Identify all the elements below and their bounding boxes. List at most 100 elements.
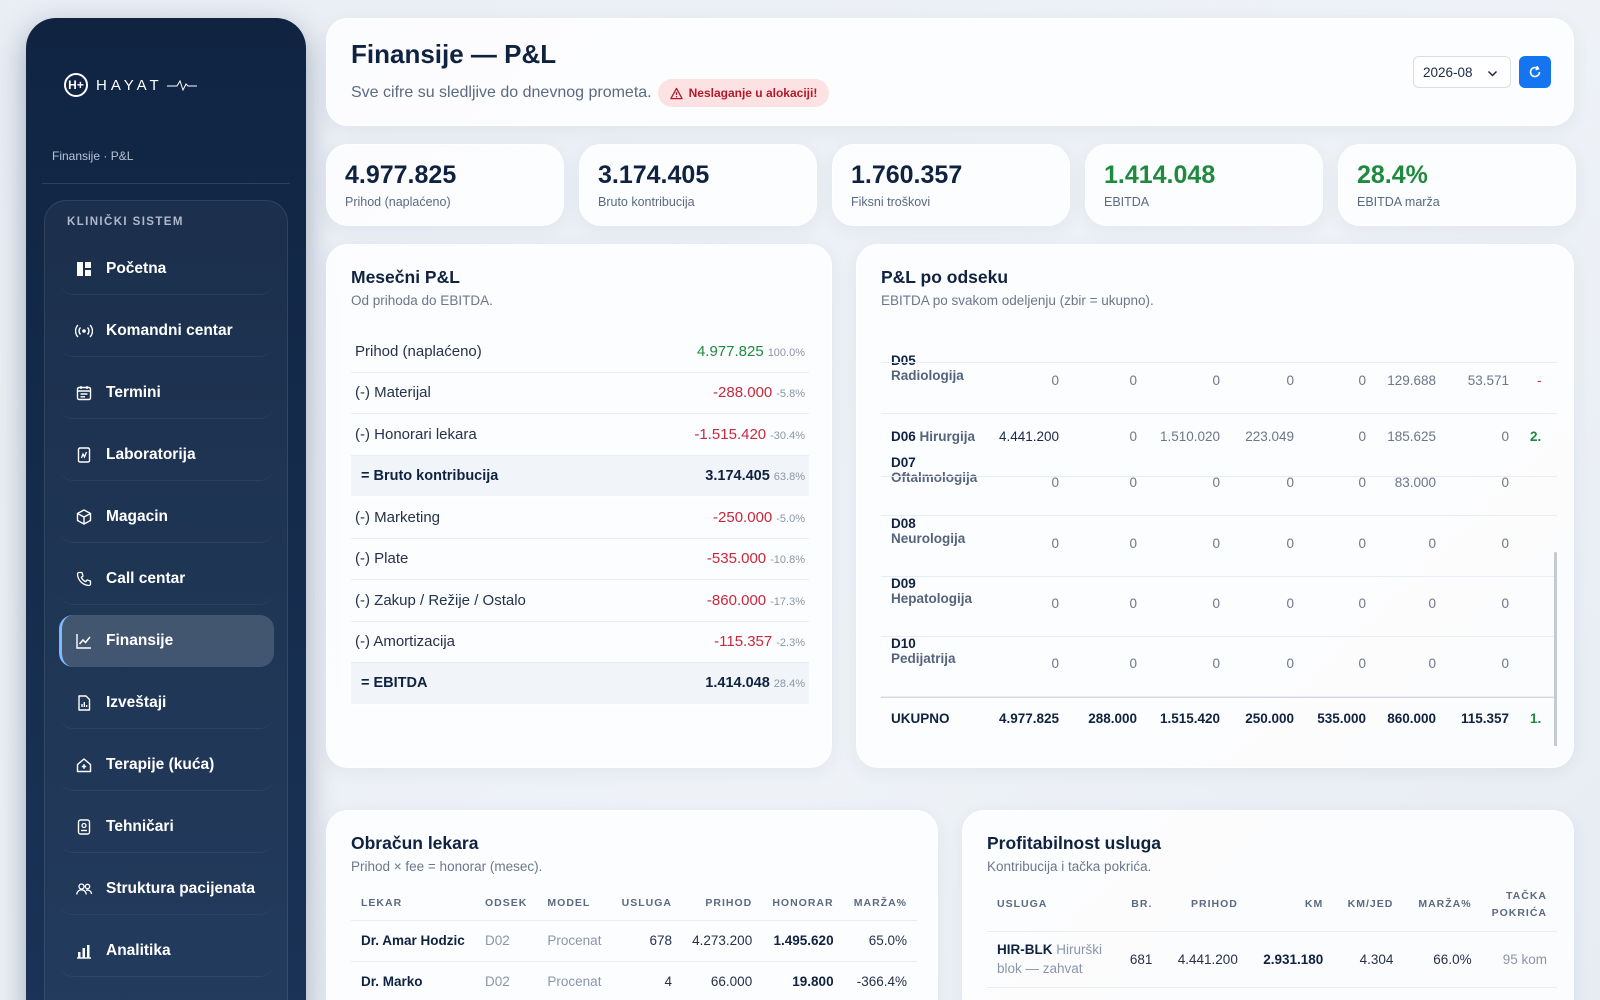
pnl-row-label: (-) Plate — [355, 550, 409, 568]
monthly-pnl-subtitle: Od prihoda do EBITDA. — [351, 293, 493, 308]
warning-icon — [669, 87, 683, 99]
sidebar-item-laboratorija[interactable]: Laboratorija — [59, 429, 274, 481]
calendar-icon — [75, 384, 93, 402]
sidebar-breadcrumb: Finansije · P&L — [52, 149, 134, 163]
dept-cell: 0 — [1358, 596, 1366, 611]
sidebar-item-call-centar[interactable]: Call centar — [59, 553, 274, 605]
sidebar-item-po-etna[interactable]: Početna — [59, 243, 274, 295]
column-header[interactable]: TAČKA POKRIĆA — [1481, 879, 1557, 932]
column-header[interactable]: HONORAR — [762, 886, 844, 921]
table-row[interactable]: Dr. Marko D02 Procenat 4 66.000 19.800 -366.4% — [351, 961, 917, 1000]
table-cell: Dr. Amar Hodzic — [351, 920, 475, 962]
home-care-icon — [75, 756, 93, 774]
dept-name: D05 Radiologija — [891, 353, 964, 383]
month-select[interactable]: 2026-08 — [1413, 56, 1511, 88]
sidebar-item-termini[interactable]: Termini — [59, 367, 274, 419]
table-body: HIR-BLK Hirurški blok — zahvat 681 4.441.2… — [987, 931, 1557, 988]
table-cell: 66.000 — [682, 961, 763, 1000]
dept-cell: 0 — [1129, 596, 1137, 611]
pnl-row: (-) Plate -535.000 -10.8% — [351, 539, 809, 580]
column-header[interactable]: MARŽA% — [843, 886, 917, 921]
column-header[interactable]: LEKAR — [351, 886, 475, 921]
dept-label: Radiologija — [891, 368, 964, 383]
kpi-value: 4.977.825 — [345, 161, 457, 189]
sidebar-item-finansije[interactable]: Finansije — [59, 615, 274, 667]
dept-cell: 115.357 — [1460, 711, 1509, 726]
sidebar-item-struktura-pacijenata[interactable]: Struktura pacijenata — [59, 863, 274, 915]
column-header[interactable]: USLUGA — [611, 886, 683, 921]
broadcast-icon — [75, 322, 93, 340]
dept-name: UKUPNO — [891, 711, 950, 726]
table-header-row: USLUGA BR. PRIHOD KM KM/JED MARŽA% TAČKA POKRI… — [987, 879, 1557, 932]
table-row[interactable]: Dr. Amar Hodzic D02 Procenat 678 4.273.200 1.… — [351, 920, 917, 962]
bar-chart-icon — [75, 942, 93, 960]
dept-pnl-table[interactable]: UKUPNO 4.977.825 288.000 1.515.420 250.000 53… — [881, 322, 1557, 746]
column-header[interactable]: USLUGA — [987, 879, 1117, 932]
table-header-row: LEKAR ODSEK MODEL USLUGA PRIHOD HONORAR MARŽA% — [351, 886, 917, 921]
sidebar-item-komandni-centar[interactable]: Komandni centar — [59, 305, 274, 357]
kpi-value: 1.414.048 — [1104, 161, 1216, 189]
report-icon — [75, 694, 93, 712]
dept-cell: 0 — [1428, 656, 1436, 671]
pnl-row-label: (-) Amortizacija — [355, 633, 456, 651]
pnl-row-percent: -5.0% — [776, 512, 805, 525]
nav-section-heading: KLINIČKI SISTEM — [67, 216, 184, 228]
pulse-icon — [166, 79, 197, 92]
sidebar-item-izve-taji[interactable]: Izveštaji — [59, 677, 274, 729]
dept-cell: 0 — [1358, 536, 1366, 551]
sidebar-item-terapije-ku-a[interactable]: Terapije (kuća) — [59, 739, 274, 791]
sidebar-item-tehni-ari[interactable]: Tehničari — [59, 801, 274, 853]
dept-cell: 0 — [1286, 373, 1294, 388]
kpi-value: 28.4% — [1357, 161, 1428, 189]
dept-cell: 4.441.200 — [998, 429, 1059, 444]
refresh-button[interactable] — [1519, 56, 1551, 88]
table-cell: 19.800 — [762, 961, 844, 1000]
sidebar-item-analitika[interactable]: Analitika — [59, 925, 274, 977]
table-cell: 1.495.620 — [762, 920, 844, 962]
dashboard-icon — [75, 260, 93, 278]
brand-logo[interactable]: H+ HAYAT — [64, 73, 197, 97]
column-header[interactable]: KM/JED — [1333, 879, 1404, 932]
table-row[interactable]: HIR-BLK Hirurški blok — zahvat 681 4.441.2… — [987, 931, 1557, 988]
sidebar-item-label: Tehničari — [106, 817, 174, 835]
column-header[interactable]: ODSEK — [474, 886, 538, 921]
chevron-down-icon — [1487, 70, 1498, 77]
page-header: Finansije — P&L Sve cifre su sledljive d… — [326, 18, 1574, 126]
refresh-icon — [1529, 65, 1541, 78]
brand-name: HAYAT — [96, 76, 163, 94]
column-header[interactable]: BR. — [1117, 879, 1163, 932]
dept-cell: 0 — [1358, 475, 1366, 490]
sidebar-divider — [42, 183, 290, 184]
dept-cell: 0 — [1501, 536, 1509, 551]
dept-cell: 860.000 — [1387, 711, 1436, 726]
dept-pnl-title: P&L po odseku — [881, 267, 1009, 287]
table-cell: 4 — [611, 961, 683, 1000]
pnl-row-amount: 4.977.825 100.0% — [697, 343, 805, 360]
column-header[interactable]: MODEL — [537, 886, 612, 921]
sidebar-item-label: Magacin — [106, 507, 169, 525]
pnl-row-label: = Bruto kontribucija — [361, 467, 499, 484]
column-header[interactable]: PRIHOD — [682, 886, 763, 921]
lab-report-icon — [75, 446, 93, 464]
month-value: 2026-08 — [1423, 64, 1473, 80]
sidebar-item-label: Struktura pacijenata — [106, 879, 256, 897]
dept-cell: 185.625 — [1387, 429, 1436, 444]
table-cell: 4.273.200 — [682, 920, 763, 962]
kpi-label: Bruto kontribucija — [598, 195, 695, 209]
nav-panel: KLINIČKI SISTEM Početna Komandni centar Te… — [44, 200, 288, 1000]
sidebar: H+ HAYAT Finansije · P&L KLINIČKI SISTEM… — [26, 18, 306, 1000]
allocation-alert-badge[interactable]: Neslaganje u alokaciji! — [657, 79, 830, 107]
column-header[interactable]: MARŽA% — [1403, 879, 1482, 932]
sidebar-item-magacin[interactable]: Magacin — [59, 491, 274, 543]
service-profit-card: Profitabilnost usluga Kontribucija i tač… — [962, 810, 1574, 1000]
column-header[interactable]: PRIHOD — [1162, 879, 1248, 932]
vertical-scrollbar[interactable] — [1554, 552, 1557, 746]
column-header[interactable]: KM — [1247, 879, 1334, 932]
table-cell: 678 — [611, 920, 683, 962]
sidebar-item-marketing[interactable]: Marketing — [59, 987, 274, 1000]
table-cell: 4.441.200 — [1162, 931, 1248, 988]
dept-code: D06 — [891, 429, 916, 444]
doctor-billing-title: Obračun lekara — [351, 833, 479, 853]
pnl-row-label: Prihod (naplaćeno) — [355, 342, 482, 360]
dept-cell: 288.000 — [1088, 711, 1137, 726]
